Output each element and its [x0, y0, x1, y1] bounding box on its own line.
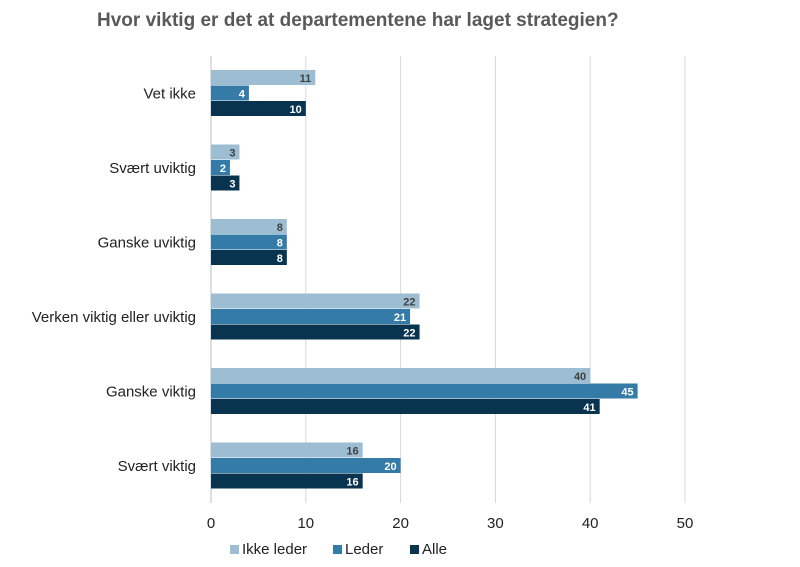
- bar: [211, 383, 638, 399]
- legend-swatch: [333, 545, 342, 554]
- category-label: Vet ikke: [143, 85, 196, 102]
- legend-swatch: [410, 545, 419, 554]
- bar: [211, 160, 230, 175]
- bars: 11 4 10 323 8 8 8 22 21 22 40 45 41 16 20 16: [211, 70, 638, 489]
- bar: [211, 324, 420, 340]
- bar: [211, 101, 306, 116]
- x-tick-label: 10: [297, 515, 314, 532]
- bar: [211, 70, 316, 85]
- legend-swatch: [230, 545, 239, 554]
- data-label: 4: [239, 88, 246, 100]
- category-label: Ganske uviktig: [98, 234, 196, 251]
- x-tick-label: 0: [207, 515, 215, 532]
- bar: [211, 144, 240, 160]
- data-label: 20: [384, 461, 396, 473]
- bar: [211, 293, 420, 309]
- data-label: 22: [403, 296, 415, 308]
- data-label: 40: [574, 371, 586, 383]
- data-label: 16: [346, 476, 358, 488]
- legend: Ikke leder Leder Alle: [230, 541, 447, 558]
- data-label: 45: [621, 386, 633, 398]
- category-labels: Vet ikke Svært uviktig Ganske uviktig Verke…: [32, 85, 196, 475]
- bar: [211, 219, 287, 234]
- bar: [211, 442, 363, 458]
- legend-label: Ikke leder: [242, 541, 307, 558]
- data-label: 8: [277, 222, 283, 234]
- bar: [211, 368, 591, 383]
- bar: [211, 250, 287, 265]
- data-label: 21: [394, 312, 406, 324]
- data-label: 41: [583, 402, 595, 414]
- data-label: 2: [220, 163, 226, 175]
- x-tick-label: 40: [582, 515, 599, 532]
- legend-label: Alle: [422, 541, 447, 558]
- x-tick-label: 20: [392, 515, 409, 532]
- category-label: Verken viktig eller uviktig: [32, 309, 196, 326]
- chart-title: Hvor viktig er det at departementene har…: [97, 10, 619, 31]
- bar: [211, 309, 411, 324]
- data-label: 8: [277, 253, 283, 265]
- data-label: 3: [229, 178, 235, 190]
- category-label: Svært viktig: [118, 458, 196, 475]
- category-label: Svært uviktig: [109, 160, 196, 177]
- data-label: 10: [290, 104, 302, 116]
- x-tick-label: 50: [677, 515, 694, 532]
- data-label: 11: [300, 73, 312, 85]
- bar: [211, 473, 363, 489]
- data-label: 22: [403, 327, 415, 339]
- data-label: 16: [346, 445, 358, 457]
- bar: [211, 399, 600, 414]
- gridlines: [210, 56, 686, 503]
- x-axis-ticks: 0 10 20 30 40 50: [207, 515, 694, 532]
- bar: [211, 85, 249, 101]
- x-tick-label: 30: [487, 515, 504, 532]
- data-label: 3: [229, 147, 235, 159]
- legend-label: Leder: [345, 541, 383, 558]
- bar: [211, 234, 287, 250]
- bar: [211, 175, 240, 191]
- bar: [211, 458, 401, 473]
- data-label: 8: [277, 237, 283, 249]
- category-label: Ganske viktig: [106, 383, 196, 400]
